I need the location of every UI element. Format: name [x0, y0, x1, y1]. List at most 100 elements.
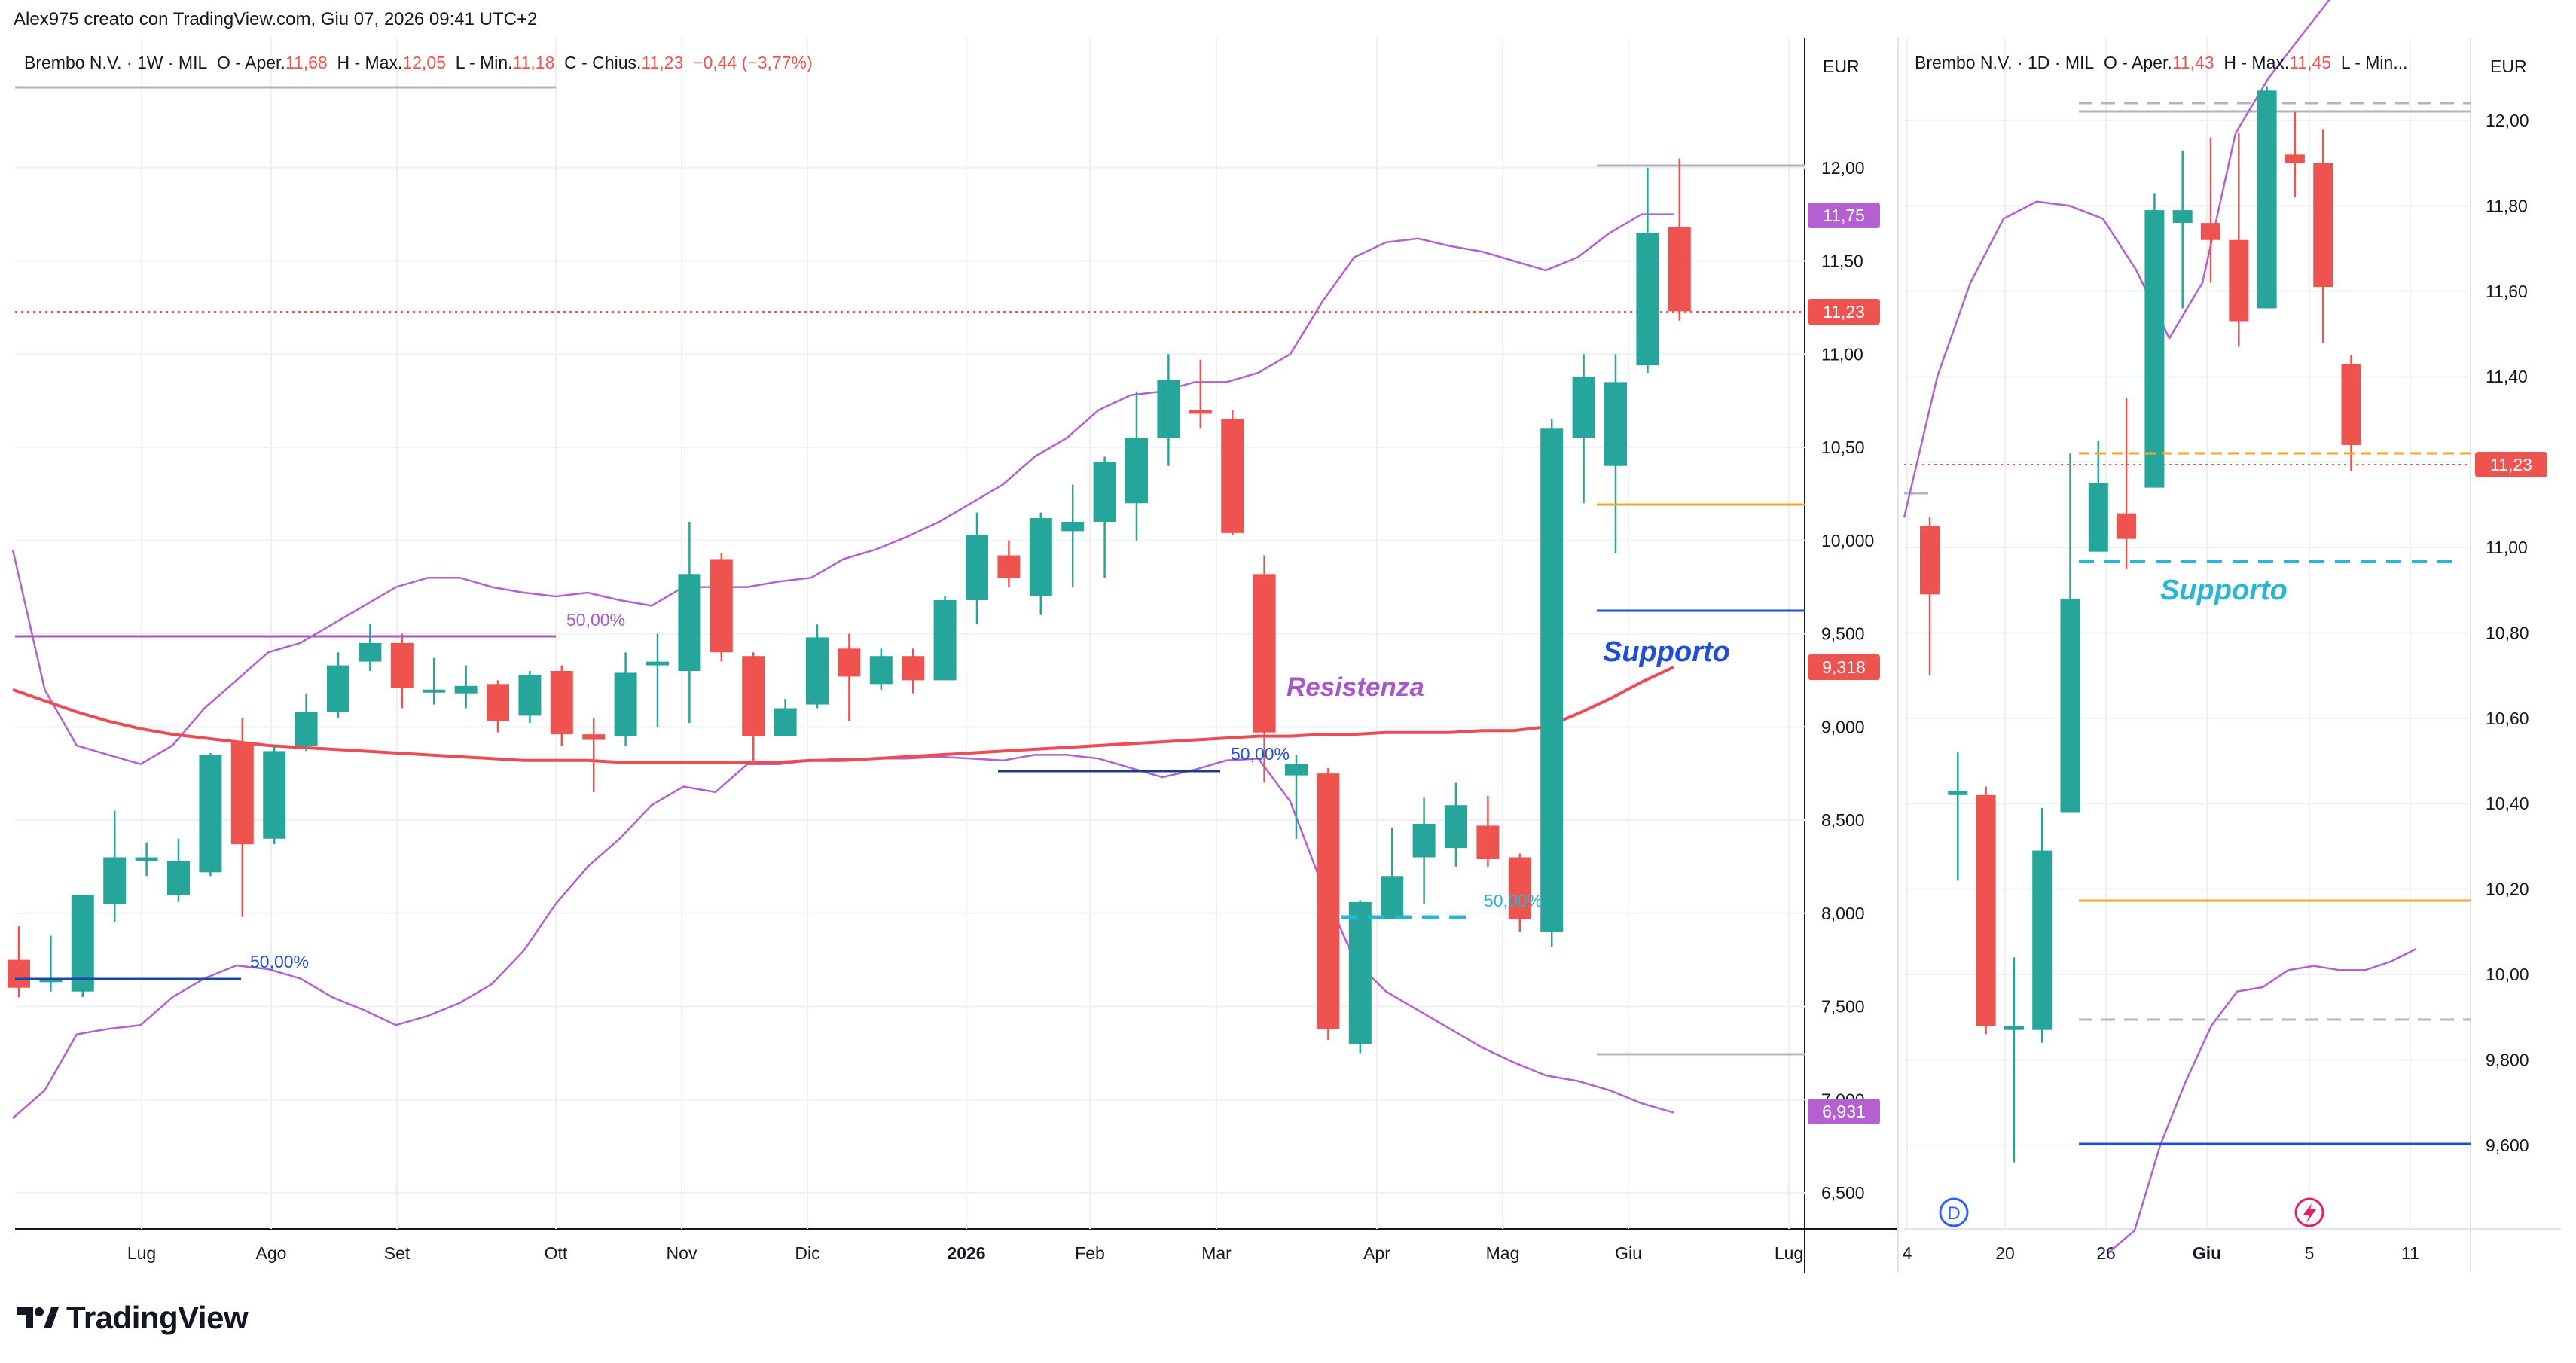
weekly-candle-body: [103, 857, 127, 904]
weekly-price-badge: [1808, 299, 1880, 325]
lightning-icon: [2303, 1203, 2316, 1223]
weekly-candle-body: [167, 861, 190, 895]
weekly-candle-body: [997, 555, 1021, 578]
weekly-price-badge-text: 11,75: [1823, 206, 1865, 225]
daily-candle-body: [2313, 163, 2333, 288]
weekly-candle-body: [1668, 227, 1691, 312]
daily-time-tick: 20: [1995, 1243, 2015, 1263]
daily-price-tick: 9,800: [2486, 1050, 2529, 1069]
weekly-price-badge-text: 11,23: [1823, 302, 1865, 322]
dividend-marker-label: D: [1947, 1203, 1960, 1224]
daily-price-tick: 10,20: [2486, 880, 2529, 899]
weekly-price-tick: 7,500: [1821, 997, 1865, 1017]
daily-symbol[interactable]: Brembo N.V. · 1D · MIL: [1915, 53, 2095, 72]
weekly-candle-body: [742, 656, 765, 736]
weekly-bollinger-lower: [12, 754, 1674, 1119]
brand-name: TradingView: [66, 1300, 249, 1335]
daily-price-tick: 10,40: [2486, 794, 2529, 813]
daily-candle-body: [2285, 154, 2305, 163]
weekly-candle-body: [582, 734, 606, 740]
weekly-candle-body: [1221, 419, 1244, 533]
daily-dividend-marker[interactable]: D: [1939, 1197, 1969, 1227]
weekly-high-label: H - Max.: [337, 53, 403, 72]
weekly-candle-body: [487, 684, 509, 721]
weekly-candle-body: [614, 672, 637, 736]
daily-support-label: Supporto: [2160, 575, 2288, 606]
dividend-marker-circle: [1939, 1197, 1969, 1227]
weekly-symbol[interactable]: Brembo N.V. · 1W · MIL: [24, 53, 208, 72]
weekly-candle-body: [1381, 876, 1404, 919]
weekly-candle-body: [933, 599, 957, 681]
weekly-candle-body: [1029, 518, 1052, 596]
weekly-high-value: 12,05: [402, 53, 446, 72]
daily-price-tick: 12,00: [2486, 111, 2529, 130]
weekly-price-badge-text: 9,318: [1822, 657, 1866, 677]
weekly-price-tick: 9,500: [1821, 624, 1865, 644]
weekly-candle-body: [1317, 773, 1340, 1029]
daily-candle-body: [2257, 90, 2277, 309]
weekly-candle-body: [1412, 823, 1436, 858]
daily-high-label: H - Max.: [2223, 53, 2290, 72]
daily-time-tick: 26: [2096, 1243, 2116, 1263]
daily-candle-body: [2229, 239, 2249, 322]
weekly-open-value: 11,68: [285, 53, 328, 72]
weekly-candle-body: [71, 895, 94, 992]
weekly-time-tick: 2026: [947, 1243, 985, 1263]
daily-open-label: O - Aper.: [2103, 53, 2172, 72]
weekly-candle-body: [1189, 410, 1212, 414]
daily-open-value: 11,43: [2172, 53, 2214, 72]
daily-candle-body: [1976, 794, 1996, 1026]
weekly-candle-body: [327, 665, 349, 712]
daily-price-tick: 9,600: [2486, 1136, 2529, 1155]
weekly-time-tick: Giu: [1615, 1243, 1642, 1263]
daily-price-tick: 11,60: [2486, 282, 2528, 301]
daily-candle-body: [2172, 210, 2193, 224]
daily-price-tick: 10,00: [2486, 965, 2529, 984]
weekly-candle-body: [1604, 382, 1627, 466]
tradingview-logo-icon: [17, 1307, 59, 1328]
weekly-price-tick: 11,50: [1821, 252, 1863, 271]
weekly-candle-body: [902, 656, 925, 681]
weekly-candle-body: [1157, 380, 1180, 438]
daily-price-badge: [2475, 452, 2547, 477]
daily-earnings-marker[interactable]: [2294, 1197, 2324, 1227]
weekly-candle-body: [550, 671, 573, 735]
weekly-candle-body: [646, 661, 669, 666]
weekly-price-tick: 11,00: [1821, 344, 1863, 364]
daily-time-tick: 4: [1903, 1243, 1912, 1263]
tradingview-logo[interactable]: TradingView: [17, 1300, 249, 1336]
fib-label-50-purple: 50,00%: [566, 610, 625, 630]
weekly-resistance-label: Resistenza: [1286, 672, 1424, 702]
weekly-candle-body: [454, 685, 478, 694]
weekly-change-value: −0,44 (−3,77%): [693, 53, 813, 72]
daily-candle-body: [2341, 364, 2361, 445]
weekly-price-tick: 6,500: [1821, 1183, 1865, 1203]
daily-price-tick: 11,00: [2486, 538, 2528, 557]
daily-candle-body: [2144, 210, 2165, 488]
weekly-candle-body: [8, 959, 30, 988]
weekly-candle-body: [1253, 574, 1276, 733]
weekly-close-label: C - Chius.: [564, 53, 642, 72]
creator-line: Alex975 creato con TradingView.com, Giu …: [14, 9, 538, 29]
daily-candle-body: [2060, 599, 2080, 813]
weekly-candle-body: [135, 857, 158, 861]
weekly-price-tick: 10,000: [1821, 531, 1874, 550]
weekly-moving-average: [12, 666, 1674, 764]
weekly-candle-body: [423, 689, 446, 693]
daily-bollinger-upper: [1903, 0, 2330, 518]
weekly-time-tick: Mar: [1201, 1243, 1232, 1263]
weekly-bollinger-upper: [11, 213, 1674, 766]
weekly-candle-body: [1445, 805, 1467, 849]
daily-price-badge-text: 11,23: [2490, 455, 2532, 474]
fib-label-50-cyan: 50,00%: [1484, 891, 1543, 910]
weekly-price-badge: [1808, 203, 1880, 228]
weekly-open-label: O - Aper.: [217, 53, 285, 72]
weekly-candle-body: [1636, 233, 1659, 366]
weekly-candle-body: [359, 642, 382, 662]
daily-time-tick: Giu: [2193, 1243, 2221, 1263]
daily-time-tick: 5: [2305, 1243, 2315, 1263]
weekly-candle-body: [1285, 764, 1308, 776]
weekly-currency-label: EUR: [1823, 56, 1860, 76]
weekly-price-tick: 10,50: [1821, 438, 1865, 457]
